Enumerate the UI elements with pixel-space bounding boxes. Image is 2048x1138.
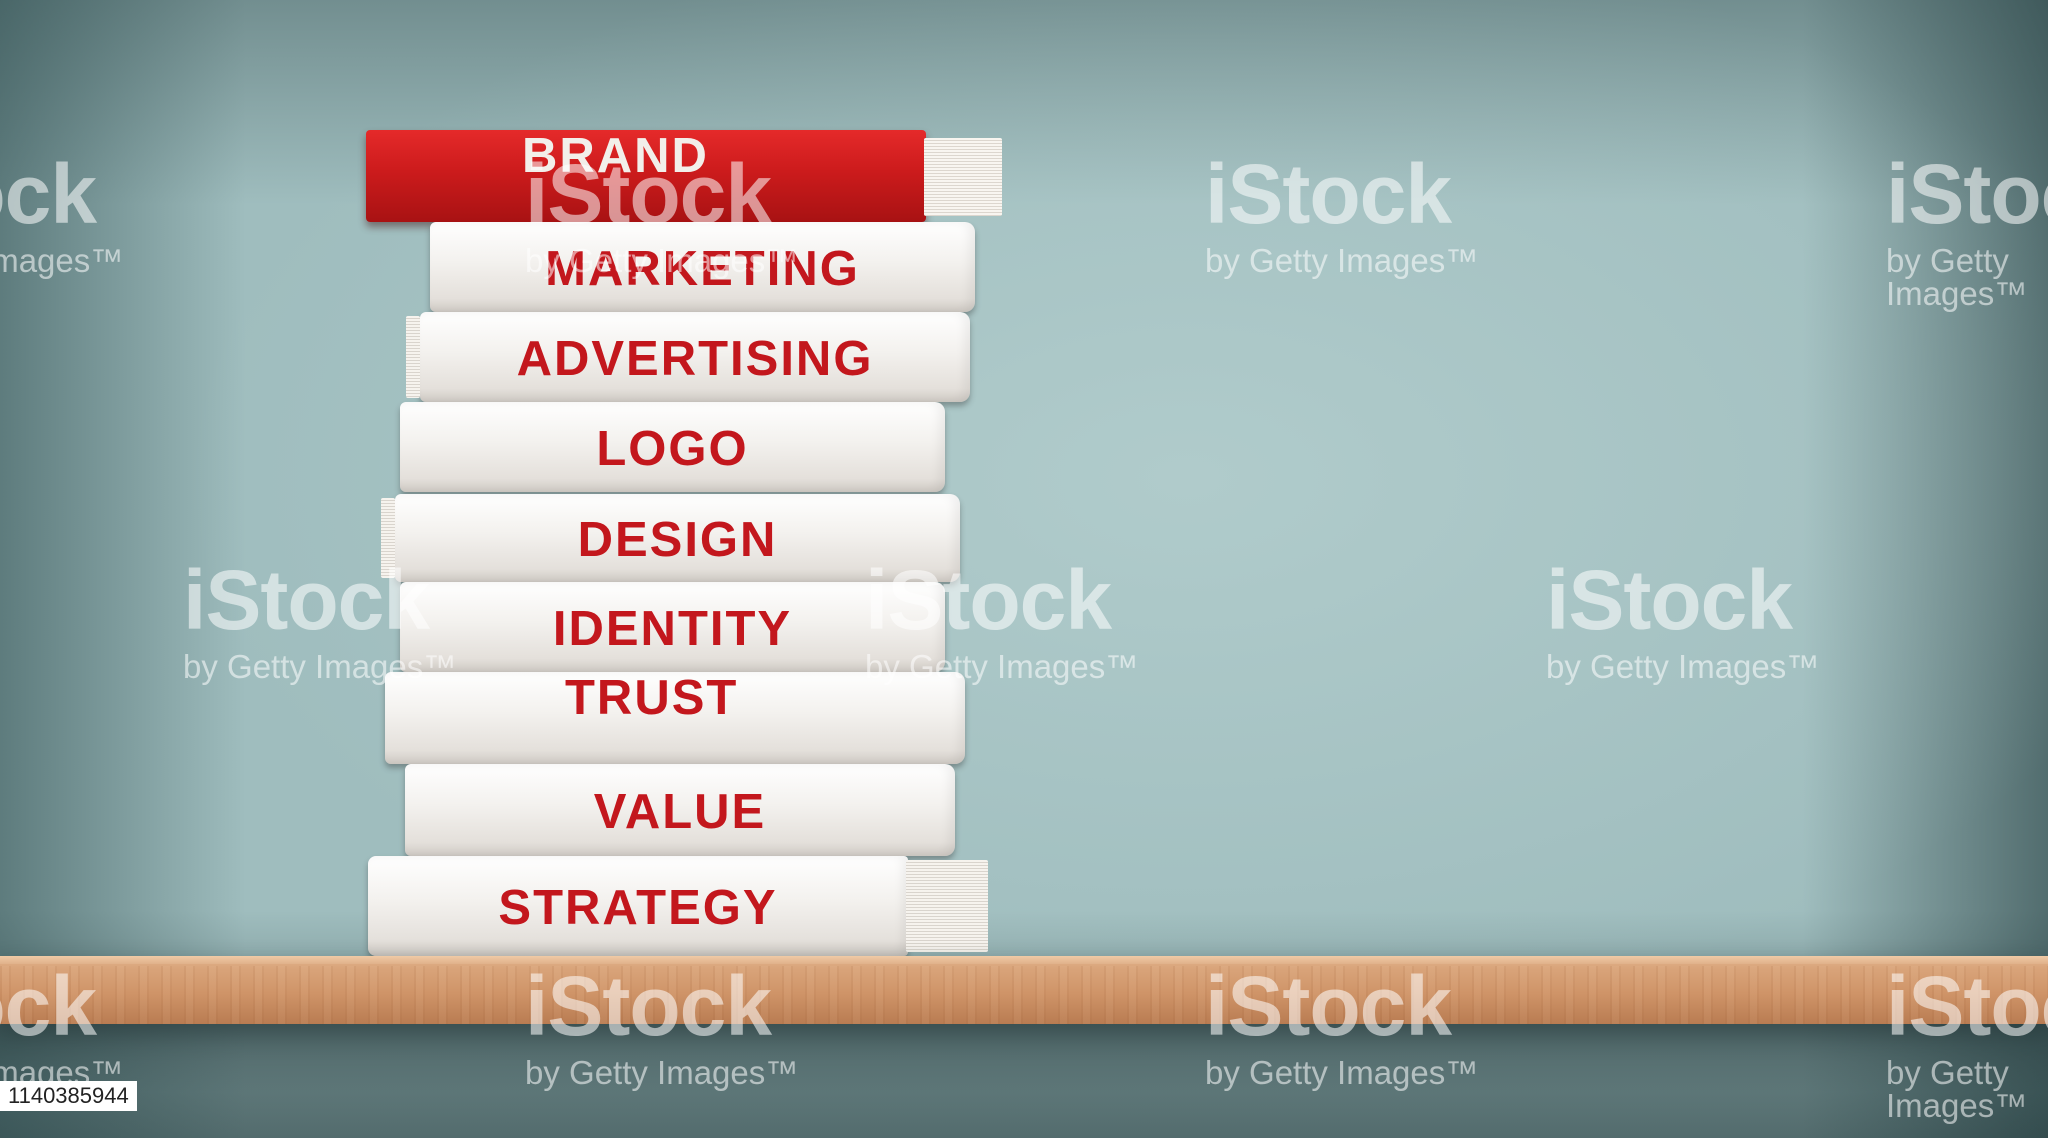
book-label: BRAND [522,132,709,181]
book-brand: BRAND [366,130,926,222]
book-strategy: STRATEGY [368,856,908,956]
book-label: DESIGN [578,516,778,565]
book-design: DESIGN [395,494,960,582]
watermark-tagline: by Getty Images™ [1205,244,1478,277]
book-logo: LOGO [400,402,945,492]
book-label: STRATEGY [498,884,777,933]
watermark: iStock by Getty Images™ [1886,152,2048,310]
book-marketing: MARKETING [430,222,975,312]
watermark-brand: iStock [1886,152,2048,236]
watermark-tagline: by Getty Images™ [0,244,123,277]
book-label: MARKETING [545,245,860,294]
watermark-brand: iStock [0,152,123,236]
book-label: VALUE [594,788,766,837]
watermark: iStock by Getty Images™ [1205,152,1478,277]
watermark-tagline: by Getty Images™ [1886,244,2048,310]
watermark-brand: iStock [1205,152,1478,236]
book-pages [406,316,420,398]
watermark: iStock by Getty Images™ [1546,558,1819,683]
book-label: IDENTITY [553,605,792,654]
image-id-label: 1140385944 [0,1081,137,1111]
book-label: ADVERTISING [517,335,874,384]
book-advertising: ADVERTISING [420,312,970,402]
shelf-grain [0,966,2048,1024]
book-trust: TRUST [385,672,965,764]
book-value: VALUE [405,764,955,856]
book-pages [906,860,988,952]
watermark-brand: iStock [1546,558,1819,642]
book-label: TRUST [565,674,738,723]
book-pages [924,138,1002,216]
watermark-tagline: by Getty Images™ [1546,650,1819,683]
watermark: iStock by Getty Images™ [0,152,123,277]
shelf-shadow [0,1024,2048,1138]
book-pages [381,498,395,578]
book-identity: IDENTITY [400,582,945,672]
wooden-shelf [0,956,2048,1024]
book-label: LOGO [596,425,748,474]
